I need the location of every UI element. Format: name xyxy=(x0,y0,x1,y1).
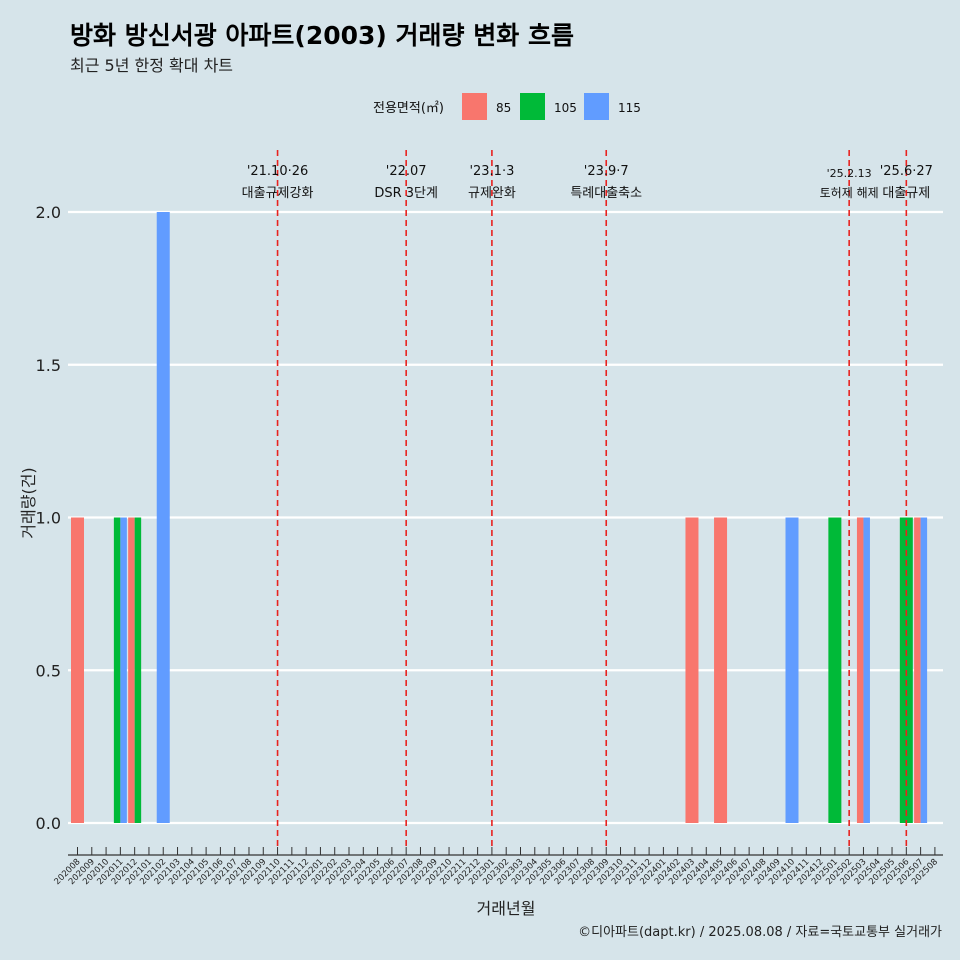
y-tick-label: 0.5 xyxy=(36,661,61,680)
event-date-label: '23.1·3 xyxy=(469,164,514,179)
x-axis-title: 거래년월 xyxy=(477,899,536,918)
legend-swatch-115 xyxy=(584,93,609,120)
y-tick-label: 1.5 xyxy=(36,356,61,375)
bar-115 xyxy=(120,517,127,823)
chart-subtitle: 최근 5년 한정 확대 차트 xyxy=(70,56,234,75)
bar-105 xyxy=(134,517,142,823)
bar-115 xyxy=(785,517,799,823)
event-date-label: '22.07 xyxy=(386,164,427,179)
event-date-label: '21.10·26 xyxy=(247,164,308,179)
event-date-label: '25.2.13 xyxy=(827,167,872,180)
bar-105 xyxy=(113,517,121,823)
event-name-label: 대출규제강화 xyxy=(242,186,314,201)
y-tick-label: 0.0 xyxy=(36,814,61,833)
event-name-label: 특례대출축소 xyxy=(570,186,642,201)
bar-115 xyxy=(863,517,870,823)
bar-85 xyxy=(685,517,699,823)
bar-115 xyxy=(920,517,928,823)
legend-label-85: 85 xyxy=(496,101,511,115)
bar-85 xyxy=(128,517,135,823)
event-date-label: '25.6·27 xyxy=(880,164,933,179)
event-name-label: 토허제 해제 xyxy=(820,186,879,200)
legend: 전용면적(㎡) 85 105 115 xyxy=(373,93,641,120)
y-axis-title: 거래량(건) xyxy=(19,467,38,538)
legend-swatch-85 xyxy=(462,93,487,120)
y-tick-label: 1.0 xyxy=(36,509,61,528)
event-name-label: 규제완화 xyxy=(468,186,516,201)
bar-115 xyxy=(156,212,170,823)
legend-label-115: 115 xyxy=(618,101,641,115)
chart-title: 방화 방신서광 아파트(2003) 거래량 변화 흐름 xyxy=(70,21,574,50)
bar-85 xyxy=(856,517,864,823)
source-caption: ©디아파트(dapt.kr) / 2025.08.08 / 자료=국토교통부 실… xyxy=(578,925,942,940)
bar-85 xyxy=(714,517,728,823)
bar-85 xyxy=(71,517,84,823)
legend-swatch-105 xyxy=(520,93,545,120)
event-date-label: '23.9·7 xyxy=(584,164,629,179)
legend-title: 전용면적(㎡) xyxy=(373,101,444,116)
bar-105 xyxy=(828,517,842,823)
event-name-label: 대출규제 xyxy=(882,186,930,201)
event-name-label: DSR 3단계 xyxy=(374,186,438,201)
legend-label-105: 105 xyxy=(554,101,577,115)
y-tick-label: 2.0 xyxy=(36,203,61,222)
bar-85 xyxy=(914,517,921,823)
